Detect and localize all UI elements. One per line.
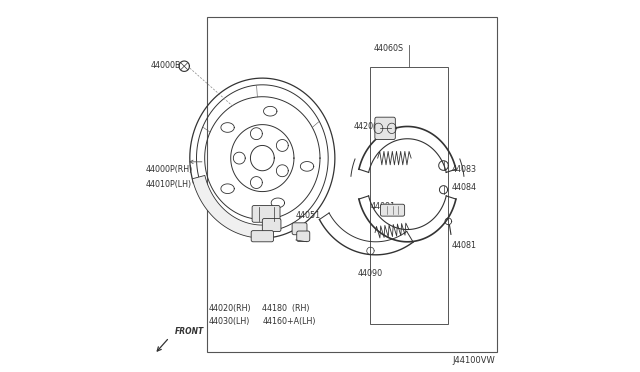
Text: 44051: 44051: [296, 211, 321, 220]
FancyBboxPatch shape: [252, 205, 280, 222]
FancyBboxPatch shape: [380, 204, 404, 216]
FancyBboxPatch shape: [297, 231, 310, 241]
Text: 44060S: 44060S: [374, 44, 404, 53]
Text: FRONT: FRONT: [175, 327, 204, 336]
Bar: [207, 17, 497, 352]
Text: 44083: 44083: [452, 165, 477, 174]
FancyBboxPatch shape: [262, 219, 281, 231]
Text: 44200: 44200: [353, 122, 379, 131]
Text: 44160+A(LH): 44160+A(LH): [262, 317, 316, 326]
Text: 44084: 44084: [452, 183, 477, 192]
Text: 44010P(LH): 44010P(LH): [146, 180, 192, 189]
Text: 44000P(RH): 44000P(RH): [146, 165, 193, 174]
Text: 44000B: 44000B: [151, 61, 181, 70]
FancyBboxPatch shape: [375, 117, 396, 140]
Text: 44091: 44091: [370, 202, 396, 211]
Polygon shape: [192, 176, 273, 238]
Bar: [370, 67, 449, 324]
Text: 44030(LH): 44030(LH): [209, 317, 250, 326]
Text: 44020(RH): 44020(RH): [209, 304, 251, 313]
FancyBboxPatch shape: [292, 223, 307, 235]
Text: 44180  (RH): 44180 (RH): [262, 304, 310, 313]
Text: J44100VW: J44100VW: [452, 356, 495, 365]
FancyBboxPatch shape: [251, 231, 273, 242]
Text: 44090: 44090: [357, 269, 382, 278]
Text: 44081: 44081: [452, 241, 477, 250]
